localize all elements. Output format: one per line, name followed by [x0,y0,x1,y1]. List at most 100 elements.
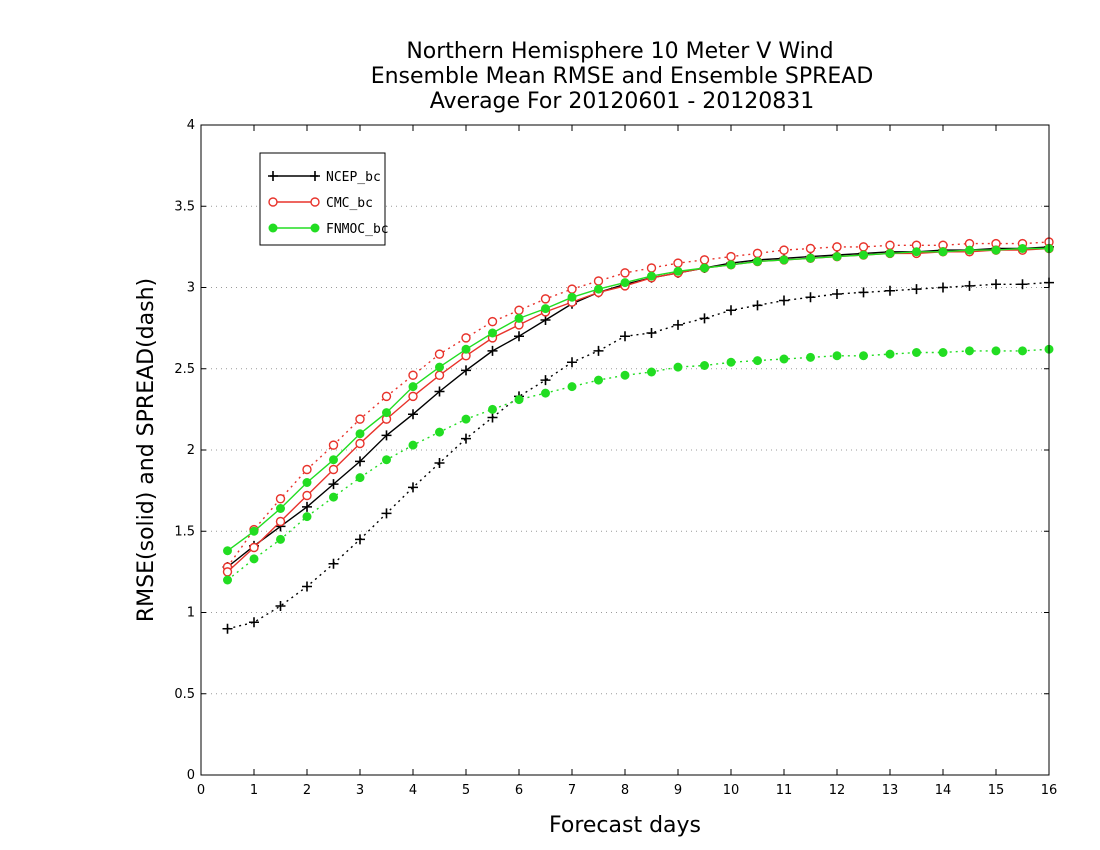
fnmoc-bc-spread-point [408,440,418,450]
fnmoc-bc-rmse-point [541,304,550,314]
axis-ticks: 00.511.522.533.540 1 2 3 4 5 6 7 8 9 10 11 12 13 14 15 1… [174,118,1057,798]
ncep-bc-spread-point [222,623,233,634]
ncep-bc-spread-point [699,313,710,324]
fnmoc-bc-rmse-point [779,255,789,265]
cmc-bc-spread-point [646,263,657,273]
fnmoc-bc-rmse-point [1018,244,1027,253]
fnmoc-bc-rmse-point [991,245,1001,255]
fnmoc-bc-rmse-line [227,247,1049,552]
fnmoc-bc-spread-point [514,395,524,405]
fnmoc-bc-spread-point [912,348,921,357]
cmc-bc-spread-point [461,333,471,343]
legend-marker [310,223,320,233]
cmc-bc-spread-point [355,414,365,424]
y-tick-label: 3.5 [174,199,195,214]
fnmoc-bc-spread-point [700,361,709,370]
fnmoc-bc-spread-point [541,388,550,398]
ncep-bc-spread-point [1017,279,1028,290]
ncep-bc-spread-point [620,331,630,342]
ncep-bc-spread-point [646,328,657,338]
ncep-bc-spread-point [567,357,577,368]
ncep-bc-spread-point [911,284,922,295]
fnmoc-bc-spread-point [673,362,683,372]
fnmoc-bc-spread-point [249,554,259,564]
x-tick-label: 11 [776,783,793,798]
chart-title: Northern Hemisphere 10 Meter V Wind Ense… [371,39,874,114]
fnmoc-bc-rmse-point [912,247,921,257]
fnmoc-bc-spread-point [726,357,736,367]
cmc-bc-rmse-point [222,567,233,577]
fnmoc-bc-rmse-point [753,257,762,266]
legend-marker [268,171,278,181]
fnmoc-bc-rmse-point [647,271,656,281]
fnmoc-bc-spread-point [435,427,444,437]
ncep-bc-spread-point [964,280,975,291]
legend-label: FNMOC_bc [326,222,389,237]
cmc-bc-rmse-line [227,247,1050,573]
x-tick-label: 7 [568,783,576,798]
cmc-bc-rmse-point [408,391,418,402]
fnmoc-bc-rmse-point [488,328,497,338]
ncep-bc-rmse-line [227,246,1050,568]
ncep-bc-spread-line [227,281,1050,630]
cmc-bc-rmse-point [434,370,445,380]
fnmoc-bc-rmse-point [329,455,338,465]
cmc-bc-spread-point [832,242,842,252]
fnmoc-bc-spread-point [461,414,471,424]
y-tick-label: 4 [187,118,195,133]
ncep-bc-spread-point [328,558,339,569]
legend-label: NCEP_bc [326,170,381,185]
x-tick-label: 10 [723,783,740,798]
fnmoc-bc-rmse-point [435,362,444,372]
legend-marker [310,171,320,181]
fnmoc-bc-rmse-point [700,263,709,273]
cmc-bc-spread-point [381,391,392,402]
fnmoc-bc-rmse-point [355,429,365,439]
fnmoc-bc-spread-point [223,575,232,585]
ncep-bc-spread-point [726,305,736,316]
fnmoc-bc-spread-point [647,367,656,377]
ncep-bc-rmse-point [514,331,524,342]
ncep-bc-rmse-point [434,386,445,397]
legend-box [259,152,386,246]
fnmoc-bc-rmse-point [726,260,736,270]
cmc-bc-rmse-point [302,490,312,501]
fnmoc-bc-spread-point [567,382,577,392]
cmc-bc-spread-point [726,251,736,262]
ncep-bc-rmse-point [328,479,339,490]
cmc-bc-spread-point [858,242,869,252]
fnmoc-bc-spread-point [329,492,338,502]
cmc-bc-spread-point [567,284,577,294]
fnmoc-bc-rmse-point [620,278,630,288]
fnmoc-bc-rmse-point [408,382,418,392]
title-line-1: Northern Hemisphere 10 Meter V Wind [406,39,833,64]
fnmoc-bc-spread-point [832,351,842,361]
y-tick-label: 2.5 [174,362,195,377]
ncep-bc-rmse-point [461,365,471,376]
ncep-bc-rmse-point [408,409,418,420]
ncep-bc-spread-point [991,279,1001,290]
ncep-bc-spread-point [752,300,763,311]
cmc-bc-spread-point [408,370,418,380]
cmc-bc-rmse-point [249,542,259,553]
fnmoc-bc-spread-point [753,356,762,366]
x-tick-label: 0 [197,783,205,798]
fnmoc-bc-rmse-point [567,292,577,302]
cmc-bc-spread-point [514,305,524,315]
ncep-bc-spread-point [885,285,895,296]
y-tick-label: 0.5 [174,687,195,702]
fnmoc-bc-spread-series [223,344,1054,585]
fnmoc-bc-rmse-series [223,244,1054,556]
x-axis-title: Forecast days [549,813,701,838]
fnmoc-bc-spread-point [1018,346,1027,356]
fnmoc-bc-rmse-point [938,247,948,257]
fnmoc-bc-spread-point [806,352,815,362]
legend-marker [310,197,320,207]
fnmoc-bc-spread-point [779,354,789,364]
fnmoc-bc-spread-point [620,370,630,380]
x-tick-label: 6 [515,783,523,798]
title-line-2: Ensemble Mean RMSE and Ensemble SPREAD [371,64,874,89]
legend-item-fnmoc-bc: FNMOC_bc [268,222,389,237]
ncep-bc-rmse-point [540,315,551,325]
title-line-3: Average For 20120601 - 20120831 [430,89,815,114]
